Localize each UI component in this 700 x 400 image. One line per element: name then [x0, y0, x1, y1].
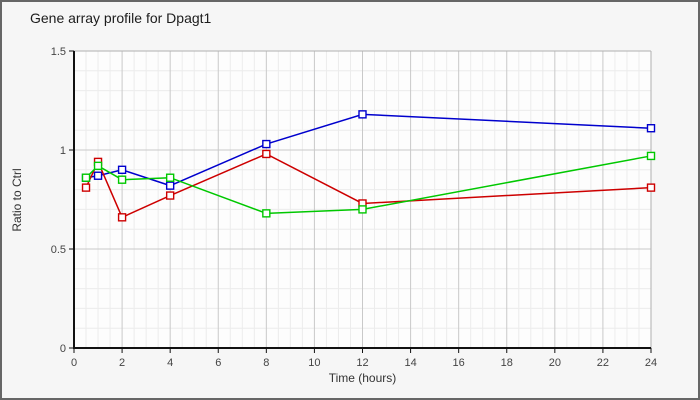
- series-blue-marker: [93, 171, 103, 180]
- plot-frame: [74, 50, 652, 348]
- x-tick-label: 2: [119, 357, 125, 369]
- series-red-marker: [81, 183, 91, 192]
- x-tick-label: 16: [453, 357, 465, 369]
- x-tick-label: 0: [71, 357, 77, 369]
- series-green-marker: [358, 205, 367, 214]
- x-tick-label: 10: [308, 357, 320, 369]
- series-green-marker: [81, 173, 91, 182]
- series-green-marker: [165, 173, 175, 182]
- series-blue-marker: [262, 139, 271, 149]
- series-red-marker: [646, 183, 656, 192]
- series-blue: [81, 110, 656, 190]
- y-axis-ticks: 0 0.5 1 1.5: [51, 46, 74, 355]
- y-tick-label: 0: [60, 343, 66, 355]
- series-green: [81, 151, 656, 218]
- y-tick-label: 0.5: [51, 244, 66, 256]
- series-red-marker: [117, 213, 127, 222]
- series-blue-marker: [358, 110, 367, 119]
- x-tick-label: 18: [501, 357, 513, 369]
- x-axis-ticks: 0 2 4 6 8 10 12 14 16 18 20 22 24: [71, 348, 657, 369]
- x-tick-label: 22: [597, 357, 609, 369]
- y-axis-title: Ratio to Ctrl: [10, 168, 24, 232]
- series-red-marker: [165, 191, 175, 200]
- series-green-marker: [262, 209, 271, 218]
- x-tick-label: 4: [167, 357, 173, 369]
- y-tick-label: 1: [60, 145, 66, 157]
- chart-title: Gene array profile for Dpagt1: [30, 10, 212, 26]
- series-red-marker: [262, 149, 271, 159]
- y-tick-label: 1.5: [51, 46, 66, 58]
- x-axis-title: Time (hours): [328, 371, 397, 385]
- x-tick-label: 20: [549, 357, 561, 369]
- x-tick-label: 14: [404, 357, 416, 369]
- x-tick-label: 12: [356, 357, 368, 369]
- series-green-marker: [93, 161, 103, 171]
- x-tick-label: 6: [215, 357, 221, 369]
- series-green-marker: [646, 151, 656, 161]
- series-blue-marker: [117, 165, 127, 175]
- series-blue-marker: [646, 124, 656, 133]
- x-tick-label: 8: [263, 357, 269, 369]
- series-blue-marker: [165, 181, 175, 190]
- x-tick-label: 24: [645, 357, 657, 369]
- series-green-marker: [117, 175, 127, 184]
